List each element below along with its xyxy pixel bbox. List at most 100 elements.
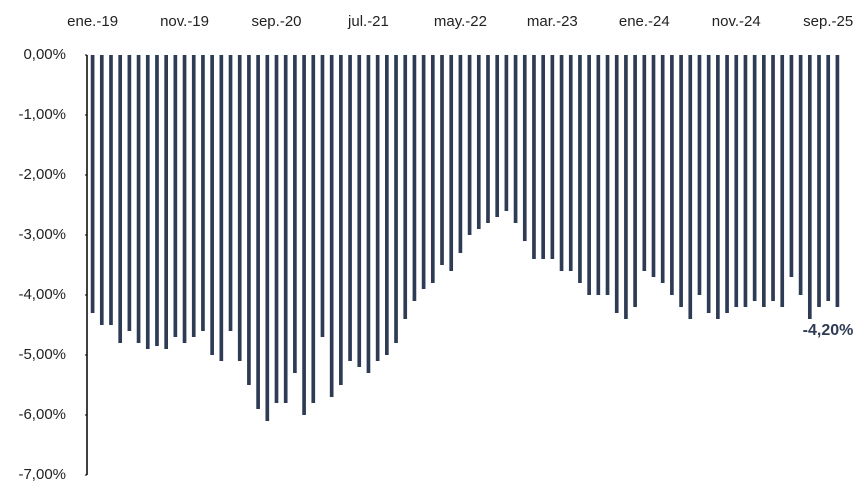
bar (568, 55, 573, 271)
bar (385, 55, 389, 355)
bar (228, 55, 233, 331)
bar (302, 55, 306, 415)
bar (495, 55, 500, 217)
bar (247, 55, 251, 385)
x-tick-label: sep.-20 (251, 13, 301, 30)
x-tick-label: nov.-24 (712, 13, 761, 30)
bar (762, 55, 766, 307)
x-tick-label: sep.-25 (803, 13, 853, 30)
bar (578, 55, 582, 283)
bar (109, 55, 113, 325)
bar (706, 55, 711, 313)
bar (605, 55, 610, 295)
bar (201, 55, 205, 331)
bar (219, 55, 224, 361)
bar (449, 55, 454, 271)
bar (155, 55, 159, 346)
bar (789, 55, 794, 277)
bar (504, 55, 509, 211)
bar (660, 55, 665, 283)
bar (807, 55, 812, 319)
bar (210, 55, 214, 355)
bar (486, 55, 490, 223)
bar (136, 55, 141, 343)
bar (458, 55, 463, 253)
bar (357, 55, 362, 367)
bar (743, 55, 748, 307)
bar (697, 55, 702, 295)
bar (256, 55, 260, 409)
y-tick-label: -7,00% (18, 466, 66, 483)
bar (624, 55, 628, 319)
bar (550, 55, 555, 259)
bar (651, 55, 656, 277)
bar (421, 55, 426, 289)
bar (798, 55, 803, 295)
bar (173, 55, 178, 337)
y-tick-label: -3,00% (18, 226, 66, 243)
x-tick-label: jul.-21 (347, 13, 389, 30)
bar (366, 55, 371, 373)
bar (375, 55, 380, 361)
bar (339, 55, 343, 385)
bar (725, 55, 729, 313)
bar (596, 55, 601, 295)
bar (771, 55, 775, 301)
x-tick-label: nov.-19 (160, 13, 209, 30)
bar (642, 55, 647, 271)
bar (412, 55, 417, 301)
bar (182, 55, 187, 343)
bar (817, 55, 821, 307)
bar (293, 55, 297, 373)
bar (716, 55, 720, 319)
x-tick-label: ene.-19 (67, 13, 118, 30)
bar (587, 55, 591, 295)
bar (780, 55, 785, 307)
bar (320, 55, 325, 337)
bar (118, 55, 123, 343)
bar (688, 55, 693, 319)
y-tick-label: -2,00% (18, 166, 66, 183)
bar (734, 55, 739, 307)
y-tick-label: 0,00% (23, 46, 66, 63)
bar (394, 55, 398, 343)
value-label: -4,20% (803, 322, 854, 339)
bar (670, 55, 674, 295)
bar (99, 55, 104, 325)
bar (826, 55, 831, 301)
bar (513, 55, 518, 223)
bar (329, 55, 334, 397)
bar (430, 55, 435, 283)
bar (403, 55, 408, 319)
bar (752, 55, 757, 301)
bar (274, 55, 279, 403)
x-tick-label: may.-22 (434, 13, 487, 30)
bar (532, 55, 536, 259)
bar (522, 55, 527, 241)
y-tick-label: -4,00% (18, 286, 66, 303)
bar (164, 55, 168, 349)
bar (440, 55, 444, 265)
bar (467, 55, 472, 235)
bar (476, 55, 481, 229)
bar (145, 55, 150, 349)
bar (265, 55, 270, 421)
bar (127, 55, 132, 331)
bar (283, 55, 288, 403)
bar (348, 55, 352, 361)
bar (311, 55, 316, 403)
x-tick-label: mar.-23 (527, 13, 578, 30)
y-tick-label: -5,00% (18, 346, 66, 363)
bar (237, 55, 242, 361)
bar (541, 55, 545, 259)
y-tick-label: -6,00% (18, 406, 66, 423)
bar (559, 55, 564, 271)
bar (835, 55, 840, 307)
bar (191, 55, 196, 337)
bar (614, 55, 619, 313)
x-tick-label: ene.-24 (619, 13, 670, 30)
bar (633, 55, 637, 307)
bar (90, 55, 95, 313)
bar (679, 55, 683, 307)
